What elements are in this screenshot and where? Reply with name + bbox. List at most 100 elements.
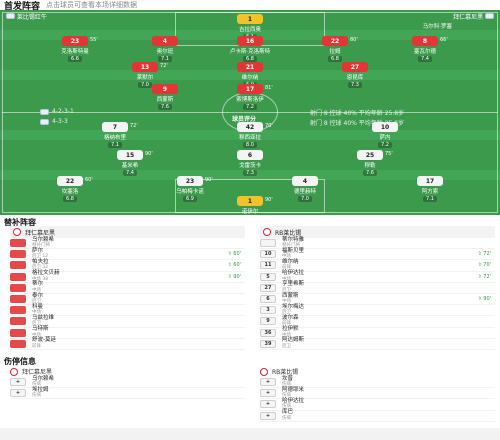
home-player-0[interactable]: 7 72' 格纳布里 7.1: [85, 122, 145, 148]
away-sub-row-5[interactable]: 6 西蒙斯 中场 ⇧ 90': [260, 293, 495, 306]
sub-number: 9: [260, 317, 276, 326]
home-subs-column: 拜仁慕尼黑 乌尔赖希 替补门将 萨尔 后卫 12 ⇧ 60' 帕夫拉 后卫 32 ⇧ 60' 格…: [10, 226, 245, 350]
home-sub-row-9[interactable]: 舒波-莫廷 前锋: [10, 337, 245, 350]
away-injury-row-2[interactable]: + 哈伊达拉 伤病: [260, 397, 495, 411]
sub-name: 阿达姆斯: [282, 337, 305, 344]
home-injury-row-1[interactable]: + 埃拉姆 伤病: [10, 387, 245, 400]
sub-name: 福斯贝里: [282, 247, 305, 254]
sub-name: 乌尔赖希: [32, 236, 55, 243]
jersey-icon: 9: [152, 84, 178, 94]
home-sub-row-0[interactable]: 乌尔赖希 替补门将: [10, 236, 245, 250]
away-sub-row-4[interactable]: 27 亨里希斯 后卫: [260, 281, 495, 294]
sub-name: 格拉文贝赫: [32, 270, 60, 277]
lineup-title: 首发阵容: [4, 1, 41, 12]
jersey-icon: 27: [342, 62, 368, 72]
sub-number: [10, 261, 26, 270]
away-sub-row-3[interactable]: 5 哈伊达拉 中场 ⇧ 72': [260, 271, 495, 283]
sub-name: 维尔纳: [282, 258, 299, 265]
home-player-4[interactable]: 6 戈雷茨卡 7.3: [220, 150, 280, 176]
sub-number: 27: [260, 283, 276, 292]
home-sub-row-4[interactable]: 蒂尔 中场: [10, 282, 245, 294]
sub-name: 蒂尔特雅: [282, 236, 305, 243]
injury-icon: +: [260, 400, 276, 409]
home-sub-row-1[interactable]: 萨尔 后卫 12 ⇧ 60': [10, 248, 245, 261]
away-sub-row-1[interactable]: 10 福斯贝里 中场 ⇧ 72': [260, 247, 495, 261]
sub-number: [10, 283, 26, 292]
player-rating: 7.2: [378, 142, 392, 148]
player-number: 22: [330, 37, 340, 45]
away-injury-row-0[interactable]: + 坎普 伤病: [260, 376, 495, 389]
home-sub-row-7[interactable]: 马兹拉维 后卫: [10, 315, 245, 328]
sub-in-time: ⇧ 70': [477, 262, 491, 269]
player-rating: 6.6: [68, 56, 82, 62]
home-player-10[interactable]: 190'诺伊尔7.2: [220, 196, 280, 215]
away-player-5[interactable]: 8 66' 塞瓦尔德 7.4: [395, 36, 455, 62]
away-team-label: 莱比锡红牛: [6, 12, 47, 21]
away-sub-row-6[interactable]: 3 埃尔梅达 后卫: [260, 304, 495, 317]
home-team-label: 拜仁慕尼黑: [453, 12, 494, 21]
player-number: 27: [350, 63, 360, 71]
sub-in-time: ⇧ 90': [477, 296, 491, 303]
home-sub-row-5[interactable]: 泰尔 后卫: [10, 293, 245, 306]
home-player-3[interactable]: 15 90' 基米希 7.4: [100, 150, 160, 176]
sub-number: [260, 239, 276, 248]
away-stat-line-2: 射门 8 控球 40% 平均年龄 25.8岁: [310, 120, 405, 127]
away-sub-row-9[interactable]: 39 阿达姆斯 后卫: [260, 337, 495, 350]
away-sub-row-0[interactable]: 蒂尔特雅 替补门将: [260, 236, 495, 250]
away-sub-row-8[interactable]: 36 拉伊默 中场: [260, 327, 495, 339]
jersey-icon: 7 72': [102, 122, 138, 132]
sub-number: [10, 272, 26, 281]
sub-position: 中场 38: [32, 276, 49, 282]
away-sub-row-2[interactable]: 11 维尔纳 前锋 ⇧ 70': [260, 258, 495, 272]
away-player-8[interactable]: 27 恩昆库 7.3: [325, 62, 385, 88]
home-player-9[interactable]: 17 阿方索 7.1: [400, 176, 460, 202]
home-player-1[interactable]: 42 70' 穆西亚拉 8.0: [220, 122, 280, 148]
player-name: 恩昆库: [346, 75, 364, 81]
away-stat-line-1: 射门 8 控球 40% 平均年龄 25.8岁: [310, 110, 405, 117]
away-sub-row-7[interactable]: 9 波尔森 前锋: [260, 315, 495, 328]
away-player-9[interactable]: 17 81' 索博斯洛伊 7.2: [220, 84, 280, 110]
away-player-6[interactable]: 13 72' 莱默尔 7.0: [115, 62, 175, 88]
sub-position: 中场: [282, 332, 291, 338]
player-name: 基米希: [121, 163, 139, 169]
away-injury-row-3[interactable]: + 库巴 伤病: [260, 410, 495, 422]
jersey-icon: 21: [237, 62, 263, 72]
injury-name: 哈伊达拉: [282, 397, 305, 404]
sub-name: 舒波-莫廷: [32, 337, 56, 344]
home-player-8[interactable]: 4 德里赫特 7.0: [275, 176, 335, 202]
away-player-4[interactable]: 22 80' 拉姆 6.8: [305, 36, 365, 62]
away-player-1[interactable]: 23 55' 克洛斯特曼 6.6: [45, 36, 105, 62]
home-sub-row-6[interactable]: 科曼 中场: [10, 304, 245, 317]
sub-number: [10, 339, 26, 348]
sub-name: 亨里希斯: [282, 281, 305, 288]
sub-position: 中场: [32, 287, 41, 293]
injury-reason: 伤病: [32, 382, 41, 388]
away-injury-row-1[interactable]: + 阿德耶米 伤病: [260, 386, 495, 400]
away-player-3[interactable]: 16 卢卡斯·克洛斯特 6.8: [220, 36, 280, 62]
away-player-10[interactable]: 9 西蒙斯 7.6: [135, 84, 195, 110]
home-sub-row-8[interactable]: 马特斯 中场: [10, 327, 245, 339]
jersey-icon: 25 75': [357, 150, 393, 160]
home-sub-row-2[interactable]: 帕夫拉 后卫 32 ⇧ 60': [10, 258, 245, 272]
home-sub-row-3[interactable]: 格拉文贝赫 中场 38 ⇧ 90': [10, 270, 245, 283]
player-number: 10: [380, 123, 390, 131]
home-injury-row-0[interactable]: + 乌尔赖希 伤病: [10, 376, 245, 389]
jersey-icon: 4: [292, 176, 318, 186]
away-player-2[interactable]: 4 奥尔班 7.1: [135, 36, 195, 62]
jersey-icon: 13 72': [132, 62, 168, 72]
player-rating: 6.8: [243, 56, 257, 62]
player-rating: 7.6: [363, 170, 377, 176]
player-name: 坎塞洛: [61, 189, 79, 195]
player-name: 格纳布里: [103, 135, 126, 141]
injury-name: 阿德耶米: [282, 386, 305, 393]
subs-title: 替补阵容: [4, 218, 36, 227]
home-player-5[interactable]: 25 75' 穆勒 7.6: [340, 150, 400, 176]
home-player-7[interactable]: 23 90' 乌帕梅卡诺 6.9: [160, 176, 220, 202]
sub-in-time: ⇧ 72': [477, 273, 491, 280]
team-logo-icon: [263, 228, 271, 236]
sub-number: [10, 306, 26, 315]
home-player-2[interactable]: 10 萨内 7.2: [355, 122, 415, 148]
home-player-6[interactable]: 22 60' 坎塞洛 6.8: [40, 176, 100, 202]
jersey-icon: 1 90': [237, 196, 273, 206]
sub-name: 帕夫拉: [32, 258, 49, 265]
